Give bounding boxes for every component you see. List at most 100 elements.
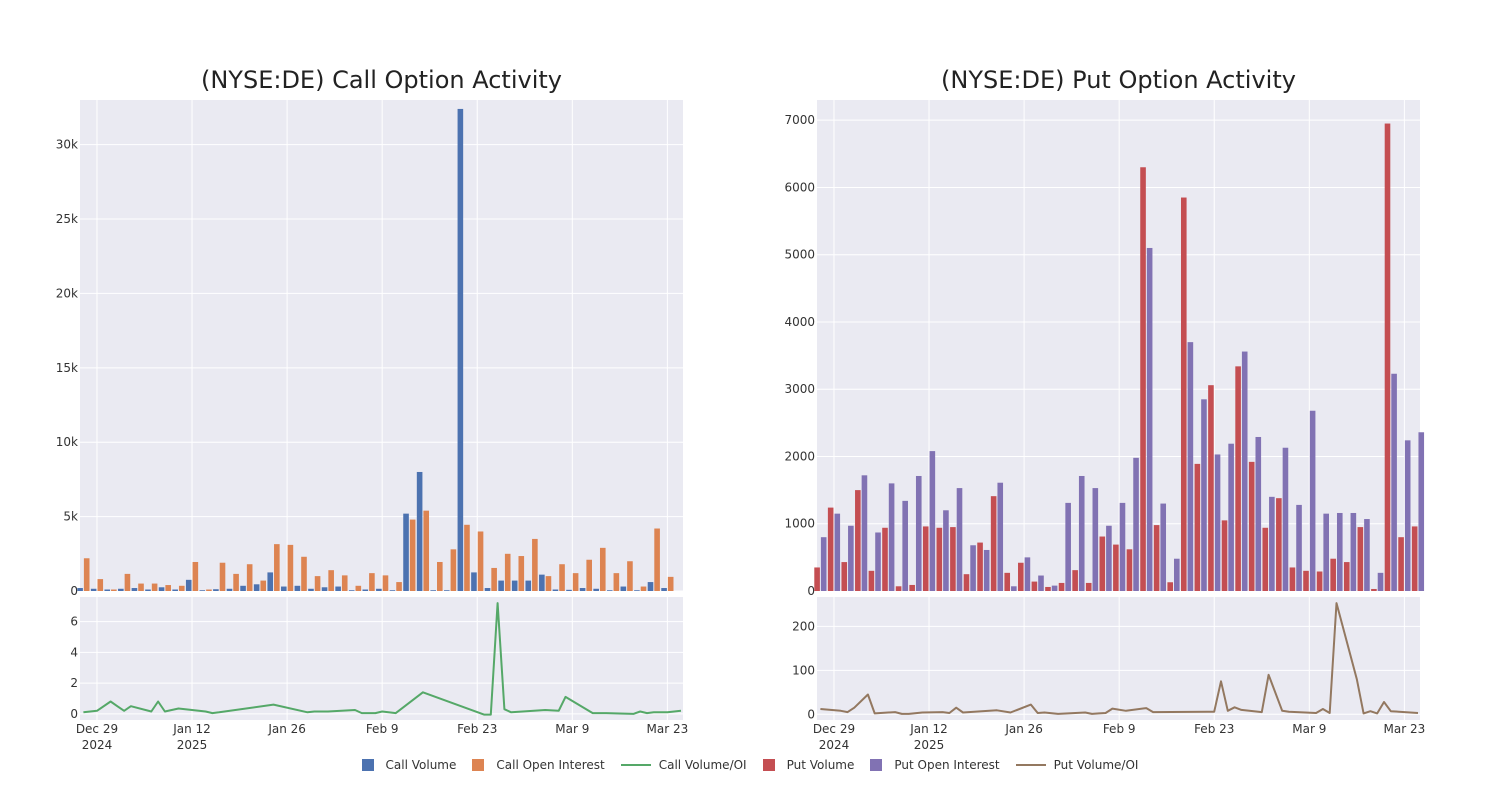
call-ratio-ytick-label: 0 — [70, 707, 78, 721]
call-volume-bar — [158, 587, 165, 591]
call-open-interest-bar — [233, 573, 239, 591]
legend-item: Put Open Interest — [870, 758, 1000, 772]
put-volume-bar — [814, 567, 820, 591]
call-volume-bar — [634, 590, 640, 591]
put-volume-bar — [977, 542, 983, 591]
call-open-interest-bar — [504, 553, 511, 591]
call-volume-bar — [145, 589, 151, 591]
call-volume-bar — [389, 590, 396, 591]
put-volume-bar — [1276, 498, 1282, 591]
put-volume-bar — [1140, 167, 1146, 592]
call-volume-bar — [199, 590, 206, 591]
put-open-interest-bar — [1174, 558, 1180, 591]
legend-swatch — [762, 759, 775, 771]
call-ratio-ytick-label: 2 — [70, 676, 78, 690]
call-bar-plot-area — [80, 100, 683, 591]
call-volume-bar — [498, 580, 504, 591]
legend-label: Put Volume/OI — [1053, 758, 1139, 772]
put-open-interest-bar — [1296, 504, 1302, 591]
put-volume-bar — [1262, 527, 1269, 591]
put-volume-bar — [1045, 586, 1051, 591]
call-open-interest-bar — [599, 547, 606, 591]
call-bar-ytick-label: 15k — [56, 361, 78, 375]
put-bar-ytick-label: 2000 — [784, 449, 815, 463]
call-open-interest-bar — [301, 556, 307, 591]
call-bar-ytick-label: 10k — [56, 435, 78, 449]
put-xtick-label: Jan 12 — [909, 722, 948, 736]
put-volume-bar — [963, 574, 970, 591]
call-volume-bar — [240, 585, 246, 591]
put-open-interest-bar — [1160, 503, 1167, 591]
put-volume-bar — [936, 527, 943, 591]
call-volume-bar — [525, 580, 532, 591]
put-ratio-ytick-label: 100 — [792, 663, 815, 677]
call-volume-bar — [267, 572, 274, 591]
put-open-interest-bar — [902, 500, 908, 591]
put-volume-bar — [1384, 123, 1391, 591]
call-volume-bar — [443, 590, 450, 591]
put-volume-bar — [855, 490, 861, 591]
put-open-interest-bar — [1146, 247, 1153, 591]
legend-swatch — [620, 764, 651, 766]
put-open-interest-bar — [1282, 447, 1289, 591]
call-bar-ytick-label: 5k — [63, 510, 78, 524]
put-xtick-label: Feb 9 — [1103, 722, 1136, 736]
put-volume-bar — [1180, 197, 1187, 591]
put-volume-bar — [1208, 385, 1214, 591]
call-open-interest-bar — [192, 561, 199, 591]
call-xtick-label: Feb 23 — [457, 722, 497, 736]
call-ratio-ytick-label: 4 — [70, 645, 78, 659]
call-open-interest-bar — [423, 510, 430, 591]
put-volume-bar — [1316, 571, 1323, 591]
legend-item: Put Volume — [762, 758, 854, 772]
put-open-interest-bar — [1241, 351, 1248, 591]
call-volume-bar — [620, 586, 627, 591]
call-volume-oi-line — [83, 602, 682, 716]
put-open-interest-bar — [1024, 557, 1031, 591]
legend-item: Put Volume/OI — [1015, 758, 1139, 772]
put-volume-bar — [1343, 562, 1350, 591]
call-volume-bar — [77, 588, 83, 591]
call-volume-bar — [308, 588, 314, 591]
put-bar-ytick-label: 5000 — [784, 248, 815, 262]
call-volume-bar — [131, 588, 138, 591]
put-volume-bar — [1357, 527, 1364, 591]
put-bar-ytick-label: 1000 — [784, 517, 815, 531]
put-xtick-label: Feb 23 — [1194, 722, 1234, 736]
put-ratio-ytick-label: 200 — [792, 619, 815, 633]
put-volume-bar — [922, 526, 929, 591]
put-volume-bar — [1153, 525, 1160, 591]
put-volume-bar — [1235, 366, 1241, 591]
call-xtick-label: Mar 23 — [647, 722, 689, 736]
put-open-interest-bar — [1228, 443, 1234, 591]
call-xtick-label: Feb 9 — [366, 722, 399, 736]
put-volume-bar — [1018, 562, 1024, 591]
call-volume-bar — [606, 590, 613, 591]
legend-label: Call Volume — [385, 758, 457, 772]
call-bar-ytick-label: 30k — [56, 138, 78, 152]
put-volume-bar — [868, 570, 875, 591]
legend-item: Call Volume — [361, 758, 457, 772]
put-open-interest-bar — [1106, 525, 1112, 591]
legend-label: Call Volume/OI — [658, 758, 747, 772]
put-open-interest-bar — [1038, 575, 1044, 591]
call-open-interest-bar — [124, 573, 131, 591]
put-chart: 0 1000 2000 3000 4000 5000 6000 7000 0 100 200 Dec … — [784, 100, 1425, 752]
call-open-interest-bar — [491, 567, 497, 591]
legend: Call Volume Call Open Interest Call Volume… — [0, 758, 1500, 772]
put-open-interest-bar — [1269, 496, 1275, 591]
call-open-interest-bar — [260, 580, 267, 591]
put-open-interest-bar — [1391, 373, 1397, 591]
call-volume-bar — [579, 588, 586, 591]
put-open-interest-bar — [943, 510, 949, 591]
put-volume-bar — [1058, 582, 1065, 591]
call-volume-bar — [335, 586, 341, 591]
put-open-interest-bar — [848, 525, 854, 591]
legend-label: Put Open Interest — [894, 758, 1000, 772]
call-open-interest-bar — [654, 528, 660, 591]
put-open-interest-bar — [1364, 519, 1370, 591]
call-volume-bar — [281, 586, 287, 591]
put-volume-bar — [1411, 526, 1418, 591]
call-open-interest-bar — [206, 589, 212, 591]
legend-swatch — [472, 759, 485, 771]
